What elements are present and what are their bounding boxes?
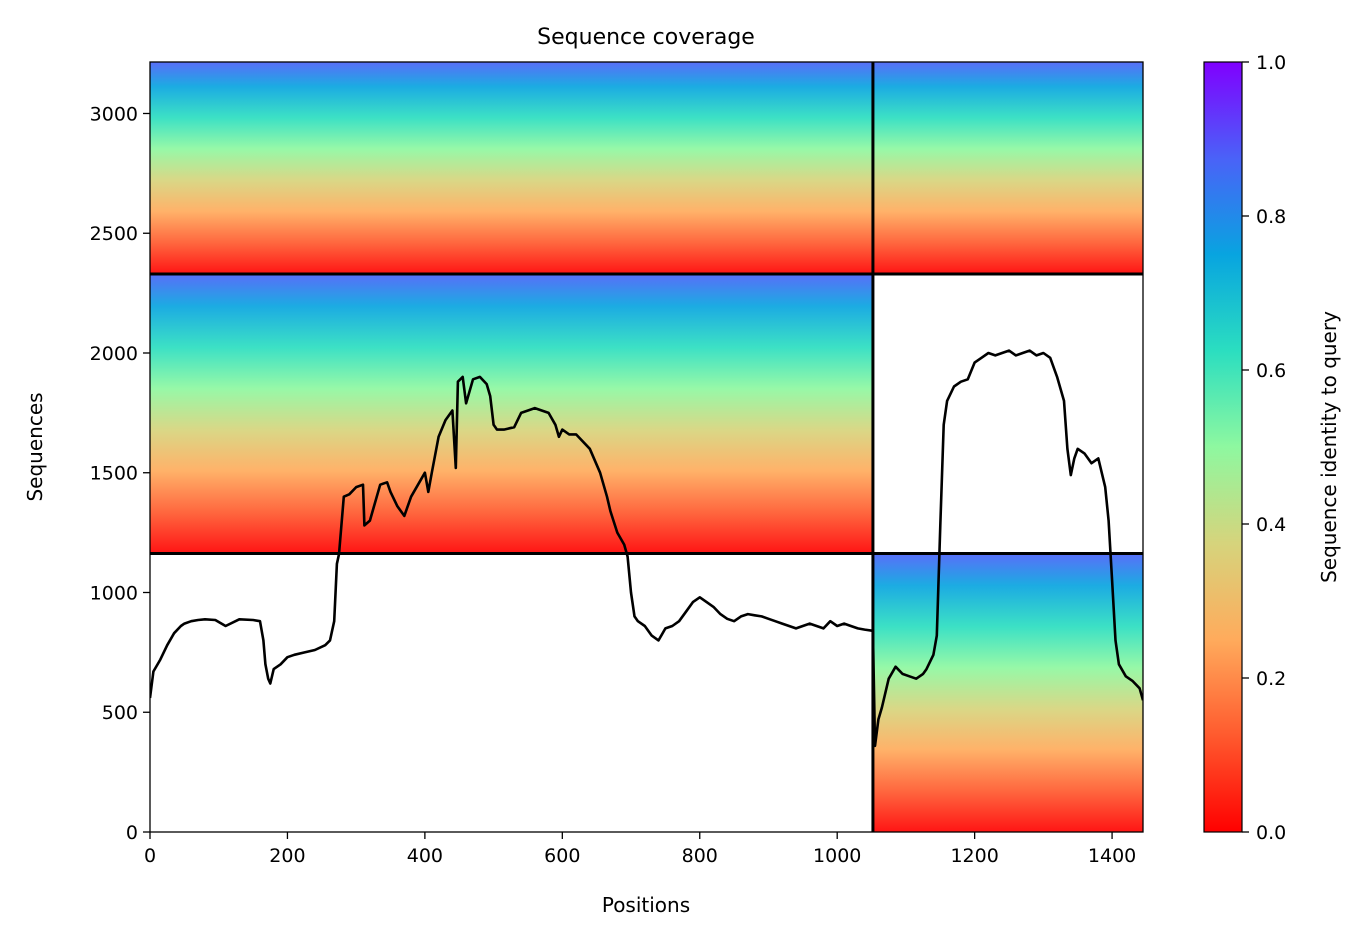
colorbar-ticks: 0.0 0.2 0.4 0.6 0.8 1.0 [1242, 52, 1286, 844]
coverage-block [872, 553, 1143, 832]
y-tick-label: 2500 [90, 223, 138, 245]
coverage-blocks [150, 62, 1143, 832]
colorbar-tick-label: 0.0 [1256, 822, 1286, 844]
x-tick-label: 200 [269, 845, 305, 867]
chart-title: Sequence coverage [537, 25, 755, 50]
y-axis-label: Sequences [23, 392, 47, 501]
coverage-line [150, 349, 1143, 748]
coverage-block [150, 273, 873, 554]
x-axis-label: Positions [602, 893, 690, 917]
x-tick-label: 0 [144, 845, 156, 867]
colorbar-tick-label: 0.4 [1256, 514, 1286, 536]
x-tick-label: 1400 [1088, 845, 1136, 867]
y-tick-label: 1000 [90, 582, 138, 604]
colorbar-tick-label: 1.0 [1256, 52, 1286, 74]
y-tick-label: 500 [102, 702, 138, 724]
x-tick-label: 600 [544, 845, 580, 867]
colorbar-tick-label: 0.8 [1256, 206, 1286, 228]
x-tick-label: 1000 [813, 845, 861, 867]
x-axis-ticks: 0 200 400 600 800 1000 1200 1400 [144, 832, 1136, 867]
colorbar-tick-label: 0.2 [1256, 668, 1286, 690]
y-tick-label: 2000 [90, 343, 138, 365]
coverage-block [872, 62, 1143, 274]
y-tick-label: 3000 [90, 103, 138, 125]
x-tick-label: 400 [407, 845, 443, 867]
colorbar-label: Sequence identity to query [1317, 311, 1341, 583]
colorbar-tick-label: 0.6 [1256, 360, 1286, 382]
colorbar [1203, 61, 1243, 833]
y-tick-label: 1500 [90, 463, 138, 485]
plot-frame [149, 61, 1144, 833]
x-tick-label: 1200 [950, 845, 998, 867]
coverage-line-layer [150, 349, 1143, 748]
y-tick-label: 0 [126, 822, 138, 844]
x-tick-label: 800 [682, 845, 718, 867]
y-axis-ticks: 0 500 1000 1500 2000 2500 3000 [90, 103, 150, 844]
coverage-block [150, 62, 873, 274]
